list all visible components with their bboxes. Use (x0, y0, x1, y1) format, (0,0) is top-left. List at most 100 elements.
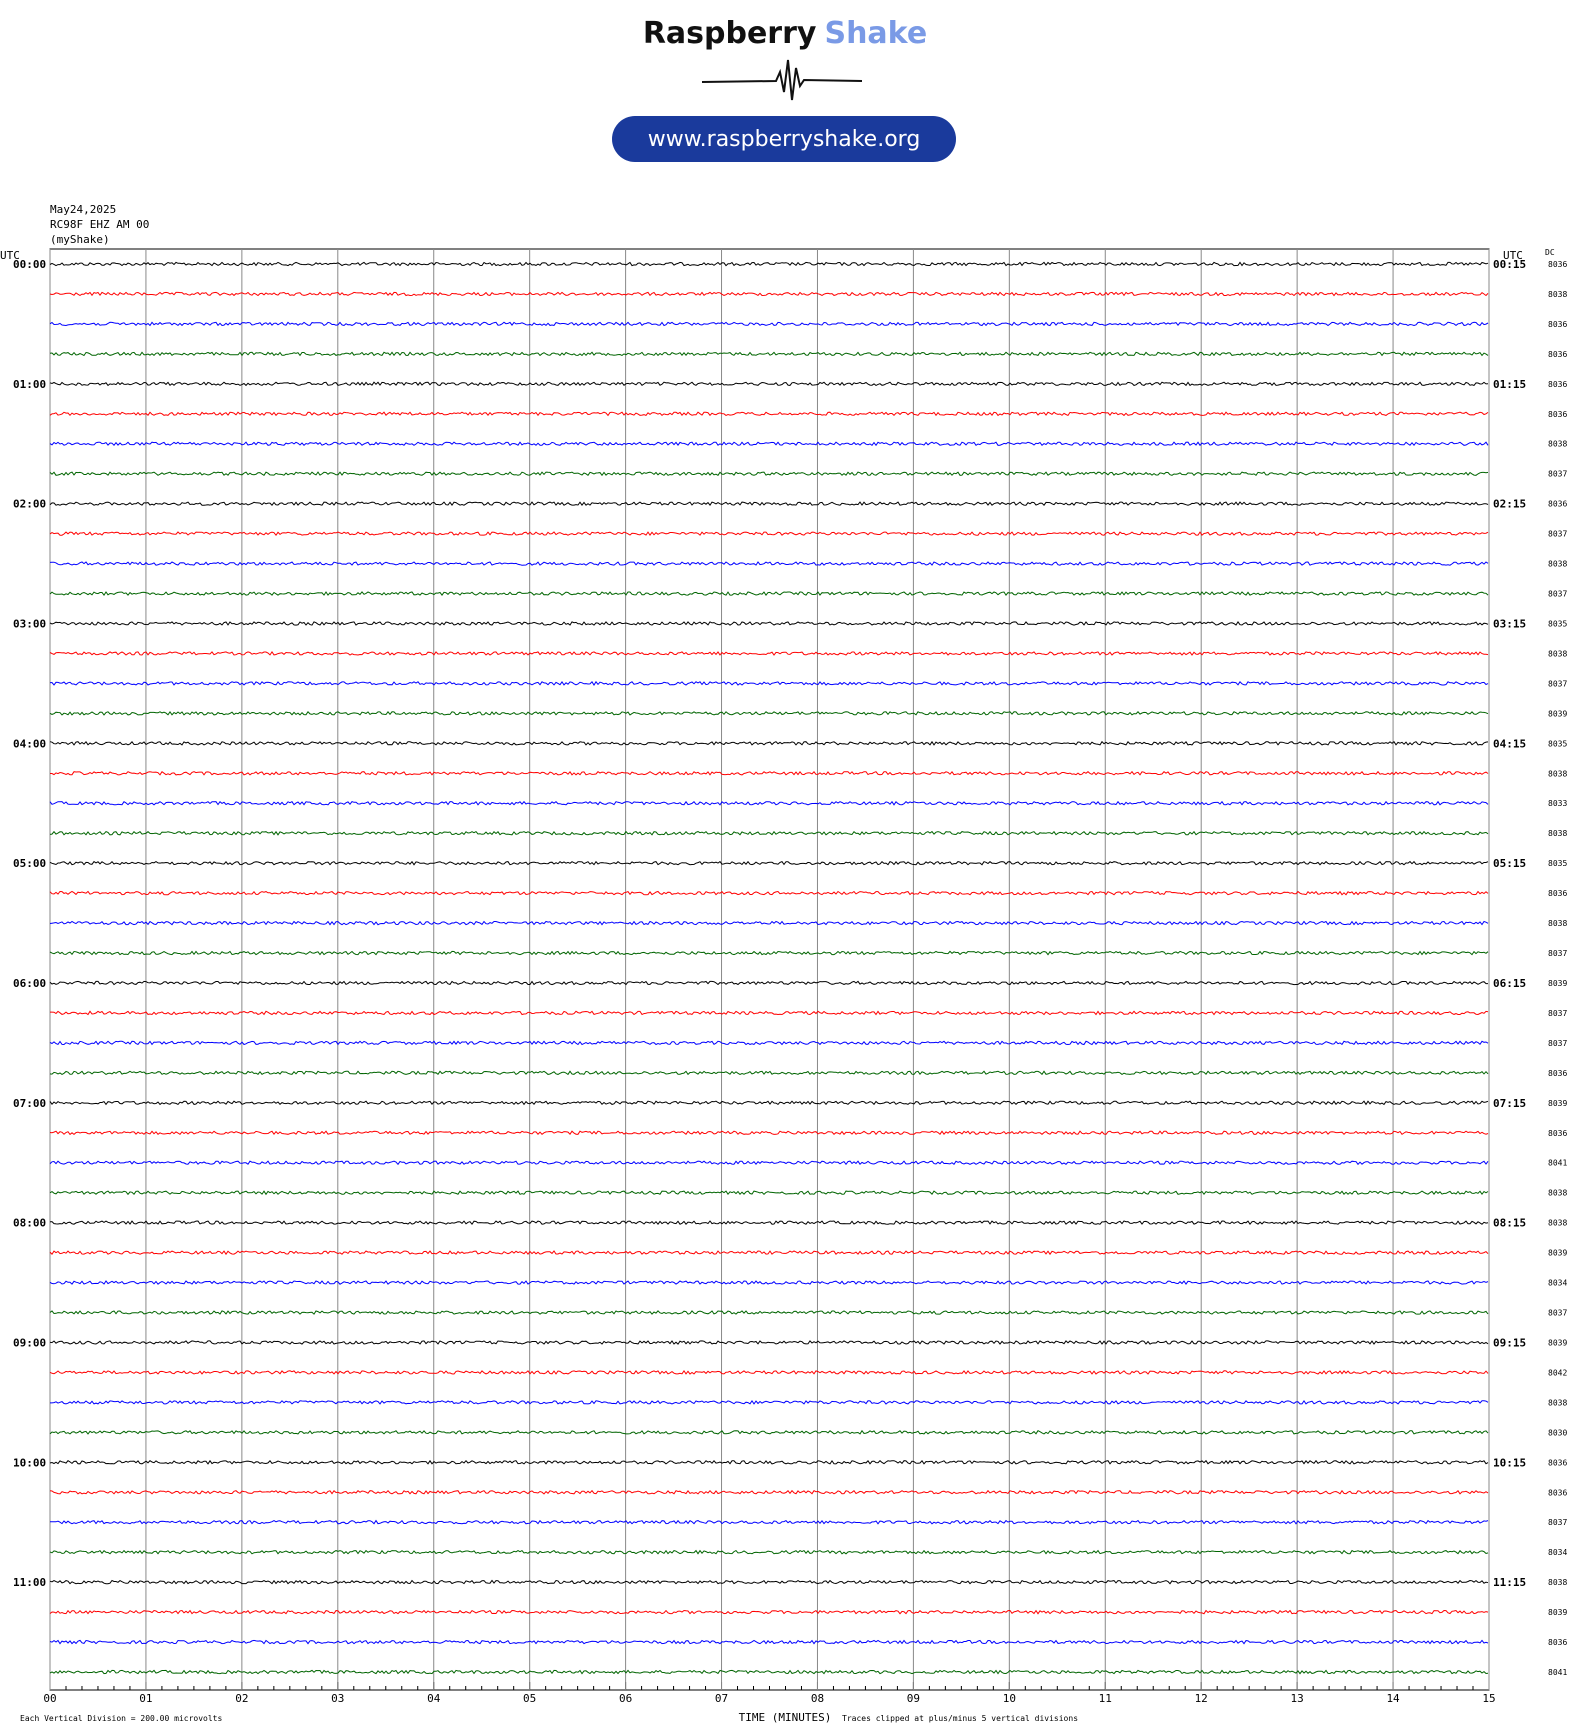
clip-note: Traces clipped at plus/minus 5 vertical … (842, 1714, 1078, 1723)
trace (49, 950, 1489, 956)
trace (49, 561, 1489, 566)
row-time-right: 00:15 (1493, 258, 1526, 271)
x-tick-label: 14 (1386, 1692, 1400, 1705)
logo-url[interactable]: www.raspberryshake.org (648, 127, 921, 152)
dc-value: 8039 (1548, 979, 1567, 988)
x-tick-label: 12 (1195, 1692, 1208, 1705)
network: (myShake) (50, 233, 110, 246)
x-tick-label: 06 (619, 1692, 632, 1705)
x-tick-label: 02 (235, 1692, 248, 1705)
logo-title: Raspberry Shake (643, 16, 927, 51)
trace (49, 471, 1489, 477)
trace (49, 441, 1489, 447)
row-time-right: 08:15 (1493, 1217, 1526, 1230)
station: RC98F EHZ AM 00 (50, 218, 149, 231)
trace (49, 1429, 1489, 1435)
row-time-right: 11:15 (1493, 1576, 1526, 1589)
dc-value: 8037 (1548, 679, 1567, 688)
trace (49, 1070, 1489, 1076)
x-axis-label: TIME (MINUTES) (739, 1711, 832, 1724)
dc-value: 8034 (1548, 1548, 1567, 1557)
dc-value: 8038 (1548, 290, 1567, 299)
trace (49, 1489, 1489, 1495)
date: May24,2025 (50, 203, 116, 216)
x-tick-label: 13 (1291, 1692, 1304, 1705)
x-tick-label: 11 (1099, 1692, 1112, 1705)
scale-note: Each Vertical Division = 200.00 microvol… (20, 1714, 222, 1723)
dc-title: DC (1545, 248, 1555, 257)
trace (50, 1399, 1489, 1405)
trace (49, 1280, 1489, 1285)
row-time-left: 04:00 (13, 737, 46, 750)
trace (49, 980, 1488, 986)
dc-value: 8038 (1548, 440, 1567, 449)
x-tick-label: 04 (427, 1692, 441, 1705)
dc-value: 8039 (1548, 1249, 1567, 1258)
dc-value: 8037 (1548, 949, 1567, 958)
row-time-left: 09:00 (13, 1336, 46, 1349)
trace (49, 291, 1489, 297)
x-tick-label: 00 (43, 1692, 56, 1705)
trace (49, 1340, 1489, 1345)
trace (49, 1549, 1489, 1555)
row-time-right: 10:15 (1493, 1456, 1526, 1469)
left-axis-title: UTC (0, 249, 20, 262)
dc-value: 8041 (1548, 1668, 1567, 1677)
dc-value: 8036 (1548, 500, 1567, 509)
dc-value: 8030 (1548, 1428, 1567, 1437)
dc-value: 8035 (1548, 619, 1567, 628)
dc-value: 8038 (1548, 769, 1567, 778)
row-time-right: 01:15 (1493, 378, 1526, 391)
row-time-right: 03:15 (1493, 617, 1526, 630)
dc-value: 8039 (1548, 1338, 1567, 1347)
dc-value: 8036 (1548, 1638, 1567, 1647)
row-time-left: 08:00 (13, 1217, 46, 1230)
dc-value: 8037 (1548, 590, 1567, 599)
trace (49, 1669, 1489, 1675)
dc-value: 8036 (1548, 410, 1567, 419)
dc-value: 8037 (1548, 1518, 1567, 1527)
trace (49, 1370, 1489, 1375)
trace (49, 830, 1489, 836)
trace (49, 680, 1489, 686)
x-tick-label: 10 (1003, 1692, 1016, 1705)
dc-value: 8038 (1548, 1189, 1567, 1198)
trace (49, 531, 1489, 537)
logo-wave (701, 59, 863, 101)
trace (49, 1040, 1489, 1046)
x-tick-label: 07 (715, 1692, 728, 1705)
trace (49, 740, 1489, 746)
dc-value: 8037 (1548, 1309, 1567, 1318)
trace (49, 1130, 1489, 1136)
plot-frame (49, 248, 1490, 1691)
dc-value: 8037 (1548, 1039, 1567, 1048)
trace (49, 650, 1489, 656)
trace (49, 1160, 1489, 1166)
dc-value: 8037 (1548, 1009, 1567, 1018)
trace (49, 860, 1489, 866)
dc-value: 8038 (1548, 649, 1567, 658)
trace (49, 1100, 1489, 1106)
dc-value: 8037 (1548, 530, 1567, 539)
trace (49, 1310, 1489, 1315)
row-time-right: 05:15 (1493, 857, 1526, 870)
row-time-left: 07:00 (13, 1097, 46, 1110)
trace (49, 890, 1489, 896)
trace (49, 1639, 1489, 1645)
logo-word: Raspberry (643, 16, 817, 51)
dc-value: 8038 (1548, 1398, 1567, 1407)
x-tick-label: 08 (811, 1692, 824, 1705)
dc-value: 8036 (1548, 320, 1567, 329)
trace (49, 1609, 1489, 1615)
dc-value: 8038 (1548, 829, 1567, 838)
logo-pill[interactable] (612, 116, 956, 162)
trace (49, 591, 1489, 596)
dc-value: 8041 (1548, 1159, 1567, 1168)
dc-value: 8036 (1548, 380, 1567, 389)
dc-value: 8033 (1548, 799, 1567, 808)
dc-value: 8036 (1548, 1458, 1567, 1467)
trace (49, 351, 1489, 357)
trace (49, 411, 1489, 417)
row-time-left: 10:00 (13, 1456, 46, 1469)
trace (50, 770, 1489, 776)
